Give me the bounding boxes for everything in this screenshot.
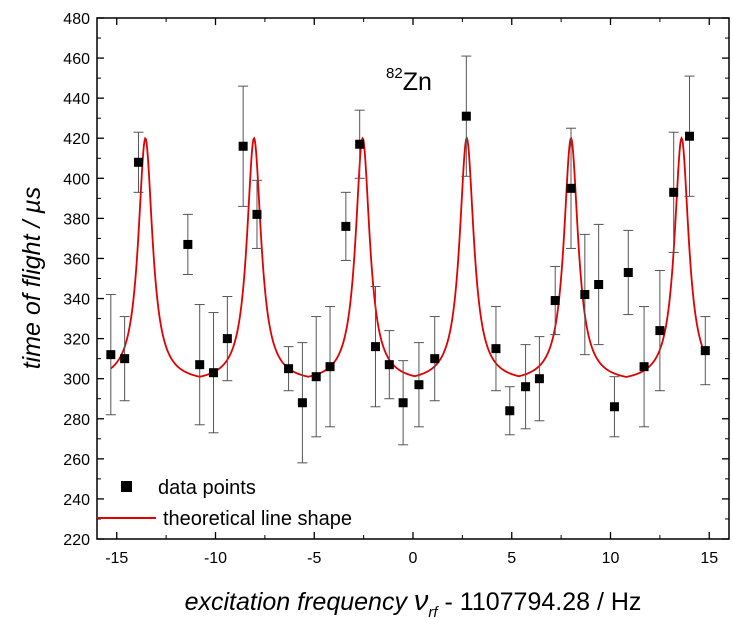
data-point xyxy=(284,364,294,374)
data-point xyxy=(580,290,590,300)
y-tick-label: 300 xyxy=(63,372,90,389)
data-point xyxy=(566,183,576,193)
legend-label-points: data points xyxy=(158,477,256,499)
data-point xyxy=(238,141,248,151)
data-point xyxy=(461,111,471,121)
data-point xyxy=(639,362,649,372)
x-tick-label: -5 xyxy=(307,550,321,567)
data-point xyxy=(534,374,544,384)
y-tick-label: 240 xyxy=(63,492,90,509)
x-tick-label: 15 xyxy=(700,550,718,567)
y-tick-label: 280 xyxy=(63,412,90,429)
y-tick-label: 320 xyxy=(63,332,90,349)
data-point xyxy=(505,406,515,416)
data-point xyxy=(195,360,205,370)
data-point xyxy=(669,187,679,197)
x-tick-label: -10 xyxy=(204,550,227,567)
data-point xyxy=(209,368,219,378)
x-axis-title-symbol: ν xyxy=(414,585,429,617)
data-point xyxy=(700,346,710,356)
y-tick-label: 340 xyxy=(63,292,90,309)
x-tick-label: -15 xyxy=(105,550,128,567)
axis-ticks xyxy=(97,17,729,540)
y-tick-labels: 220 240 260 280 300 320 340 360 380 400 420 440 460 4… xyxy=(63,11,90,549)
data-points-group xyxy=(105,55,711,464)
y-tick-label: 260 xyxy=(63,452,90,469)
data-point xyxy=(384,360,394,370)
data-point xyxy=(183,239,193,249)
data-point xyxy=(222,334,232,344)
x-tick-labels: -15 -10 -5 0 5 10 15 xyxy=(105,550,718,567)
y-tick-label: 440 xyxy=(63,91,90,108)
legend-marker-points xyxy=(121,481,132,492)
data-point xyxy=(252,209,262,219)
legend-label-line: theoretical line shape xyxy=(163,508,352,530)
annotation-isotope: 82Zn xyxy=(386,65,432,96)
data-point xyxy=(594,280,604,290)
y-axis-title: time of flight / µs xyxy=(18,187,46,370)
data-point xyxy=(414,380,424,390)
data-point xyxy=(133,157,143,167)
data-point xyxy=(685,131,694,141)
y-tick-label: 220 xyxy=(63,532,90,549)
data-point xyxy=(370,342,380,352)
data-point xyxy=(623,267,633,277)
y-tick-label: 420 xyxy=(63,131,90,148)
plot-frame xyxy=(96,17,730,540)
y-tick-label: 360 xyxy=(63,251,90,268)
x-tick-label: 10 xyxy=(602,550,620,567)
x-tick-label: 0 xyxy=(409,550,418,567)
x-tick-label: 5 xyxy=(507,550,516,567)
data-point xyxy=(430,354,440,364)
y-tick-label: 480 xyxy=(63,11,90,28)
y-tick-label: 400 xyxy=(63,171,90,188)
data-point xyxy=(106,350,116,360)
data-point xyxy=(297,398,307,408)
data-point xyxy=(341,221,351,231)
annotation-superscript: 82 xyxy=(386,65,403,82)
x-axis-title: excitation frequency νrf - 1107794.28 / … xyxy=(185,585,642,619)
x-axis-title-tail: - 1107794.28 / Hz xyxy=(438,588,642,616)
data-point xyxy=(355,139,365,149)
data-point xyxy=(325,362,335,372)
annotation-text: Zn xyxy=(403,68,432,96)
x-axis-title-subscript: rf xyxy=(428,604,439,619)
data-point xyxy=(311,372,321,382)
data-point xyxy=(521,382,531,392)
y-tick-label: 380 xyxy=(63,211,90,228)
data-point xyxy=(655,326,665,336)
legend: data points theoretical line shape xyxy=(97,477,352,530)
data-point xyxy=(609,402,619,412)
y-tick-label: 460 xyxy=(63,51,90,68)
data-point xyxy=(550,296,560,306)
data-point xyxy=(120,354,130,364)
data-point xyxy=(491,344,501,354)
data-point xyxy=(398,398,408,408)
x-axis-title-main: excitation frequency xyxy=(185,588,414,616)
